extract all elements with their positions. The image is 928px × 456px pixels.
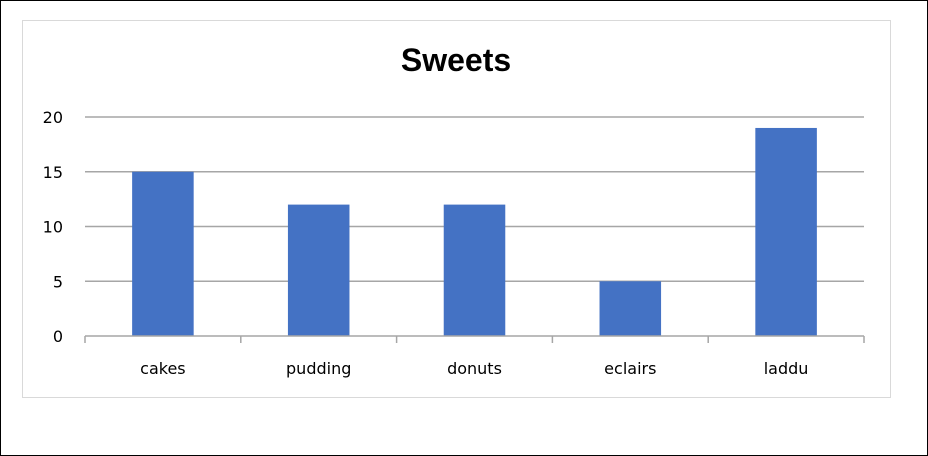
bar-pudding	[287, 204, 350, 336]
bar-laddu	[755, 127, 817, 336]
tick-labels: 0 5 10 15 20 cakes pudding donuts eclairs laddu	[43, 108, 809, 378]
chart-title: Sweets	[401, 42, 511, 78]
bar-eclairs	[599, 281, 662, 336]
x-tick-label-cakes: cakes	[140, 359, 185, 378]
y-tick-label-10: 10	[43, 218, 63, 237]
y-tick-label-15: 15	[43, 163, 63, 182]
y-tick-label-0: 0	[53, 327, 63, 346]
bar-donuts	[443, 204, 506, 336]
x-tick-label-donuts: donuts	[447, 359, 502, 378]
x-tick-label-eclairs: eclairs	[604, 359, 656, 378]
bar-cakes	[132, 171, 194, 336]
bars	[132, 127, 817, 336]
x-tick-label-laddu: laddu	[764, 359, 809, 378]
y-tick-label-20: 20	[43, 108, 63, 127]
axes	[84, 335, 865, 343]
y-tick-label-5: 5	[53, 272, 63, 291]
x-tick-label-pudding: pudding	[286, 359, 351, 378]
